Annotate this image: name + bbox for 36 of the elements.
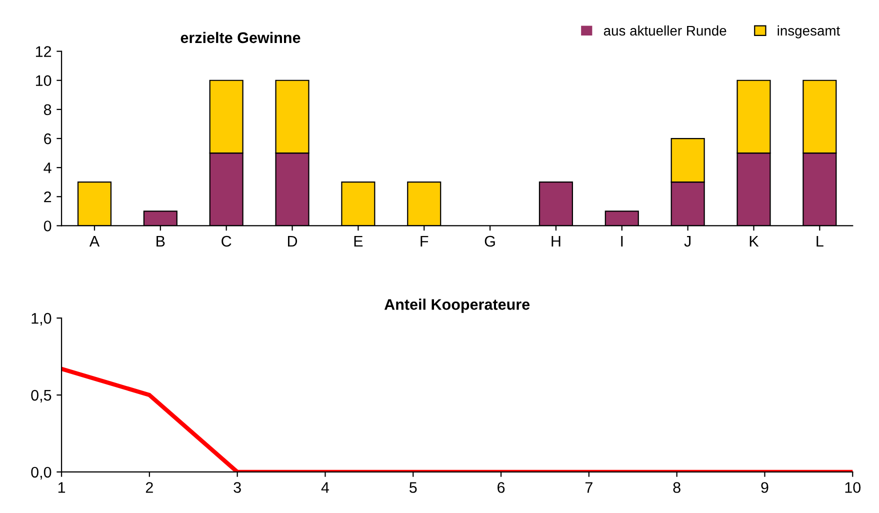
x-tick-label: E <box>354 236 363 247</box>
y-tick-label: 10 <box>36 75 52 86</box>
x-tick-label: 4 <box>321 482 330 493</box>
x-tick-label: 10 <box>845 482 861 493</box>
chart-title: erzielte Gewinne <box>180 32 300 44</box>
x-tick-label: A <box>89 236 100 247</box>
x-tick-label: G <box>484 236 495 247</box>
y-tick-label: 0 <box>44 220 52 232</box>
y-tick-label: 0,5 <box>31 390 52 402</box>
x-tick-label: K <box>750 236 759 247</box>
x-tick-label: 5 <box>409 482 417 493</box>
y-tick-label: 1,0 <box>32 312 52 326</box>
y-tick-label: 6 <box>44 133 52 144</box>
y-tick-label: 12 <box>36 46 52 57</box>
x-tick-label: 1 <box>58 482 66 493</box>
y-tick-label: 8 <box>44 104 52 116</box>
legend-label: aus aktueller Runde <box>604 25 726 36</box>
x-tick-label: 3 <box>234 482 241 493</box>
x-tick-label: 7 <box>585 482 592 493</box>
x-tick-label: J <box>684 236 691 247</box>
y-tick-label: 2 <box>44 192 52 202</box>
x-tick-label: 8 <box>673 482 680 493</box>
x-tick-label: L <box>816 236 824 247</box>
x-tick-label: F <box>420 236 428 247</box>
x-tick-label: 2 <box>146 482 153 493</box>
legend-label: insgesamt <box>778 25 840 38</box>
x-tick-label: B <box>156 236 165 247</box>
x-tick-label: I <box>621 236 623 247</box>
y-tick-label: 0,0 <box>31 466 52 480</box>
x-tick-label: D <box>288 236 298 247</box>
x-tick-label: 9 <box>761 482 768 493</box>
x-tick-label: C <box>222 236 232 247</box>
x-tick-label: H <box>552 236 560 247</box>
y-tick-label: 4 <box>44 162 52 174</box>
x-tick-label: 6 <box>498 482 505 493</box>
chart-title: Anteil Kooperateure <box>384 298 530 313</box>
